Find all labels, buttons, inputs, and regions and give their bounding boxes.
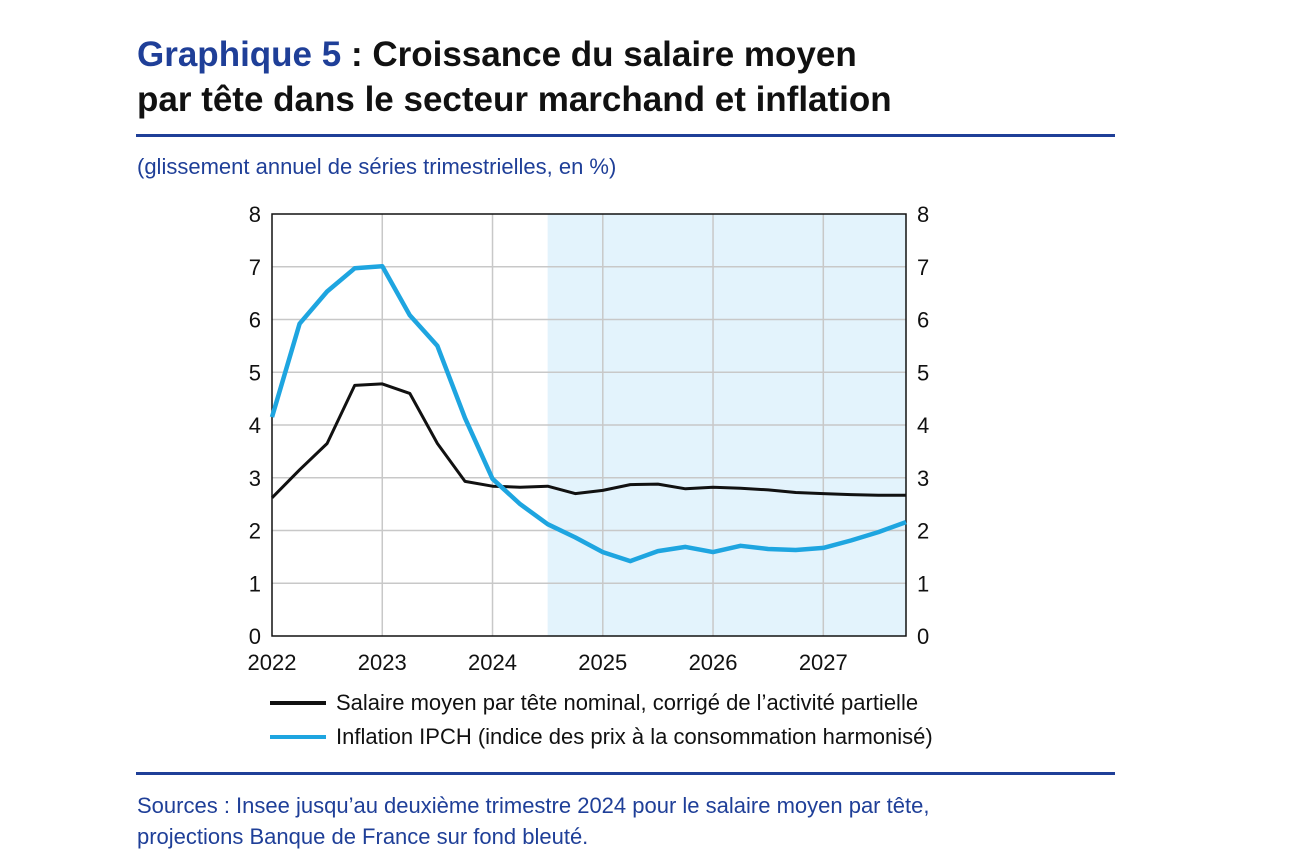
y-tick-label-left: 2 [249, 519, 261, 544]
y-tick-label-left: 8 [249, 202, 261, 227]
y-tick-label-right: 4 [917, 413, 929, 438]
y-tick-label-left: 6 [249, 308, 261, 333]
y-tick-label-left: 7 [249, 255, 261, 280]
y-tick-label-right: 2 [917, 519, 929, 544]
y-tick-label-right: 1 [917, 571, 929, 596]
y-tick-label-right: 6 [917, 308, 929, 333]
y-tick-label-left: 1 [249, 571, 261, 596]
legend-label-wage: Salaire moyen par tête nominal, corrigé … [336, 690, 919, 715]
series-line-wage [270, 382, 906, 499]
sources-note: Sources : Insee jusqu’au deuxième trimes… [137, 790, 1137, 852]
footer-divider [136, 772, 1115, 775]
y-tick-label-left: 5 [249, 360, 261, 385]
title-divider [136, 134, 1115, 137]
chart-title-line2: par tête dans le secteur marchand et inf… [137, 80, 892, 119]
x-tick-label: 2026 [689, 650, 738, 675]
x-tick-label: 2027 [799, 650, 848, 675]
chart-title: Graphique 5 : Croissance du salaire moye… [137, 32, 1137, 122]
chart-subtitle: (glissement annuel de séries trimestriel… [137, 154, 617, 179]
legend-swatch-wage [270, 701, 326, 705]
series-line-inflation [269, 263, 907, 564]
y-tick-label-right: 5 [917, 360, 929, 385]
x-tick-label: 2025 [578, 650, 627, 675]
chart-title-prefix: Graphique 5 [137, 35, 342, 74]
legend-swatch-inflation [270, 735, 326, 739]
y-tick-label-right: 0 [917, 624, 929, 649]
y-tick-label-left: 0 [249, 624, 261, 649]
legend-label-inflation: Inflation IPCH (indice des prix à la con… [336, 724, 933, 749]
x-tick-label: 2024 [468, 650, 517, 675]
y-tick-label-right: 7 [917, 255, 929, 280]
x-tick-label: 2022 [248, 650, 297, 675]
x-tick-label: 2023 [358, 650, 407, 675]
y-tick-label-left: 3 [249, 466, 261, 491]
sources-line1: Sources : Insee jusqu’au deuxième trimes… [137, 793, 930, 818]
plot-frame [271, 213, 907, 637]
sources-line2: projections Banque de France sur fond bl… [137, 824, 589, 849]
chart-title-separator: : [341, 35, 373, 74]
y-tick-label-left: 4 [249, 413, 261, 438]
y-tick-label-right: 3 [917, 466, 929, 491]
y-tick-label-right: 8 [917, 202, 929, 227]
chart-title-line1: Croissance du salaire moyen [372, 35, 857, 74]
